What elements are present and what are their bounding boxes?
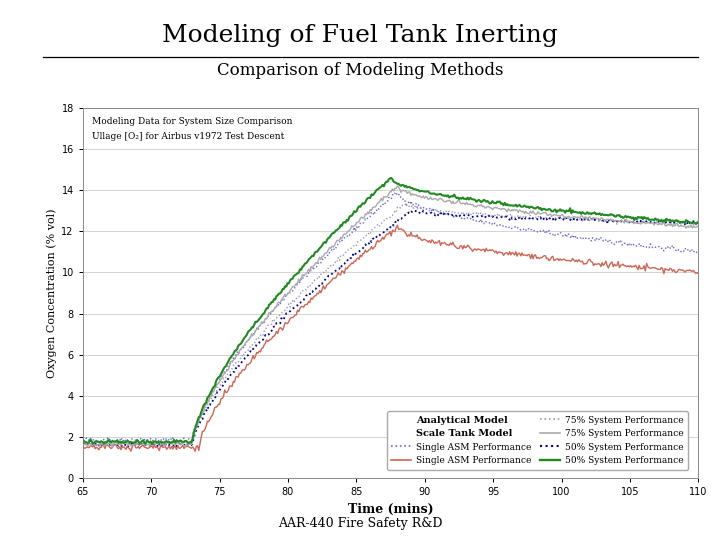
Text: AAR-440 Fire Safety R&D: AAR-440 Fire Safety R&D xyxy=(278,517,442,530)
X-axis label: Time (mins): Time (mins) xyxy=(348,503,433,516)
Text: Modeling Data for System Size Comparison: Modeling Data for System Size Comparison xyxy=(92,117,292,126)
Y-axis label: Oxygen Concentration (% vol): Oxygen Concentration (% vol) xyxy=(47,208,57,377)
Text: Modeling of Fuel Tank Inerting: Modeling of Fuel Tank Inerting xyxy=(162,24,558,48)
Text: Comparison of Modeling Methods: Comparison of Modeling Methods xyxy=(217,62,503,79)
Legend: Analytical Model, Scale Tank Model, Single ASM Performance, Single ASM Performan: Analytical Model, Scale Tank Model, Sing… xyxy=(387,411,688,470)
Text: Ullage [O₂] for Airbus v1972 Test Descent: Ullage [O₂] for Airbus v1972 Test Descen… xyxy=(92,132,284,141)
